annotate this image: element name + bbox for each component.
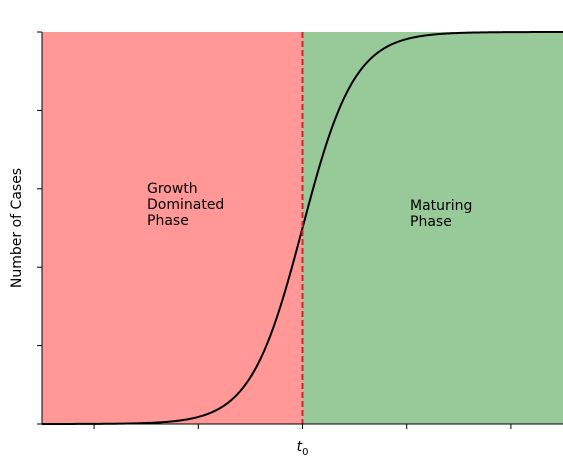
t0-subscript: 0 <box>302 447 308 458</box>
growth-label-line: Dominated <box>147 197 224 213</box>
maturing-label-line: Phase <box>410 214 452 230</box>
growth-label-line: Growth <box>147 181 198 197</box>
growth-label-line: Phase <box>147 213 189 229</box>
axes: t0 <box>37 31 563 458</box>
t0-main: t <box>297 439 303 455</box>
x-tick-label-t0: t0 <box>297 439 309 458</box>
maturing-phase-label: Maturing Phase <box>410 198 472 230</box>
region-growth <box>42 32 303 424</box>
maturing-label-line: Maturing <box>410 198 472 214</box>
region-maturing <box>302 32 563 424</box>
y-axis-label: Number of Cases <box>9 168 25 288</box>
phase-regions <box>42 32 563 424</box>
growth-phase-label: Growth Dominated Phase <box>147 181 224 229</box>
